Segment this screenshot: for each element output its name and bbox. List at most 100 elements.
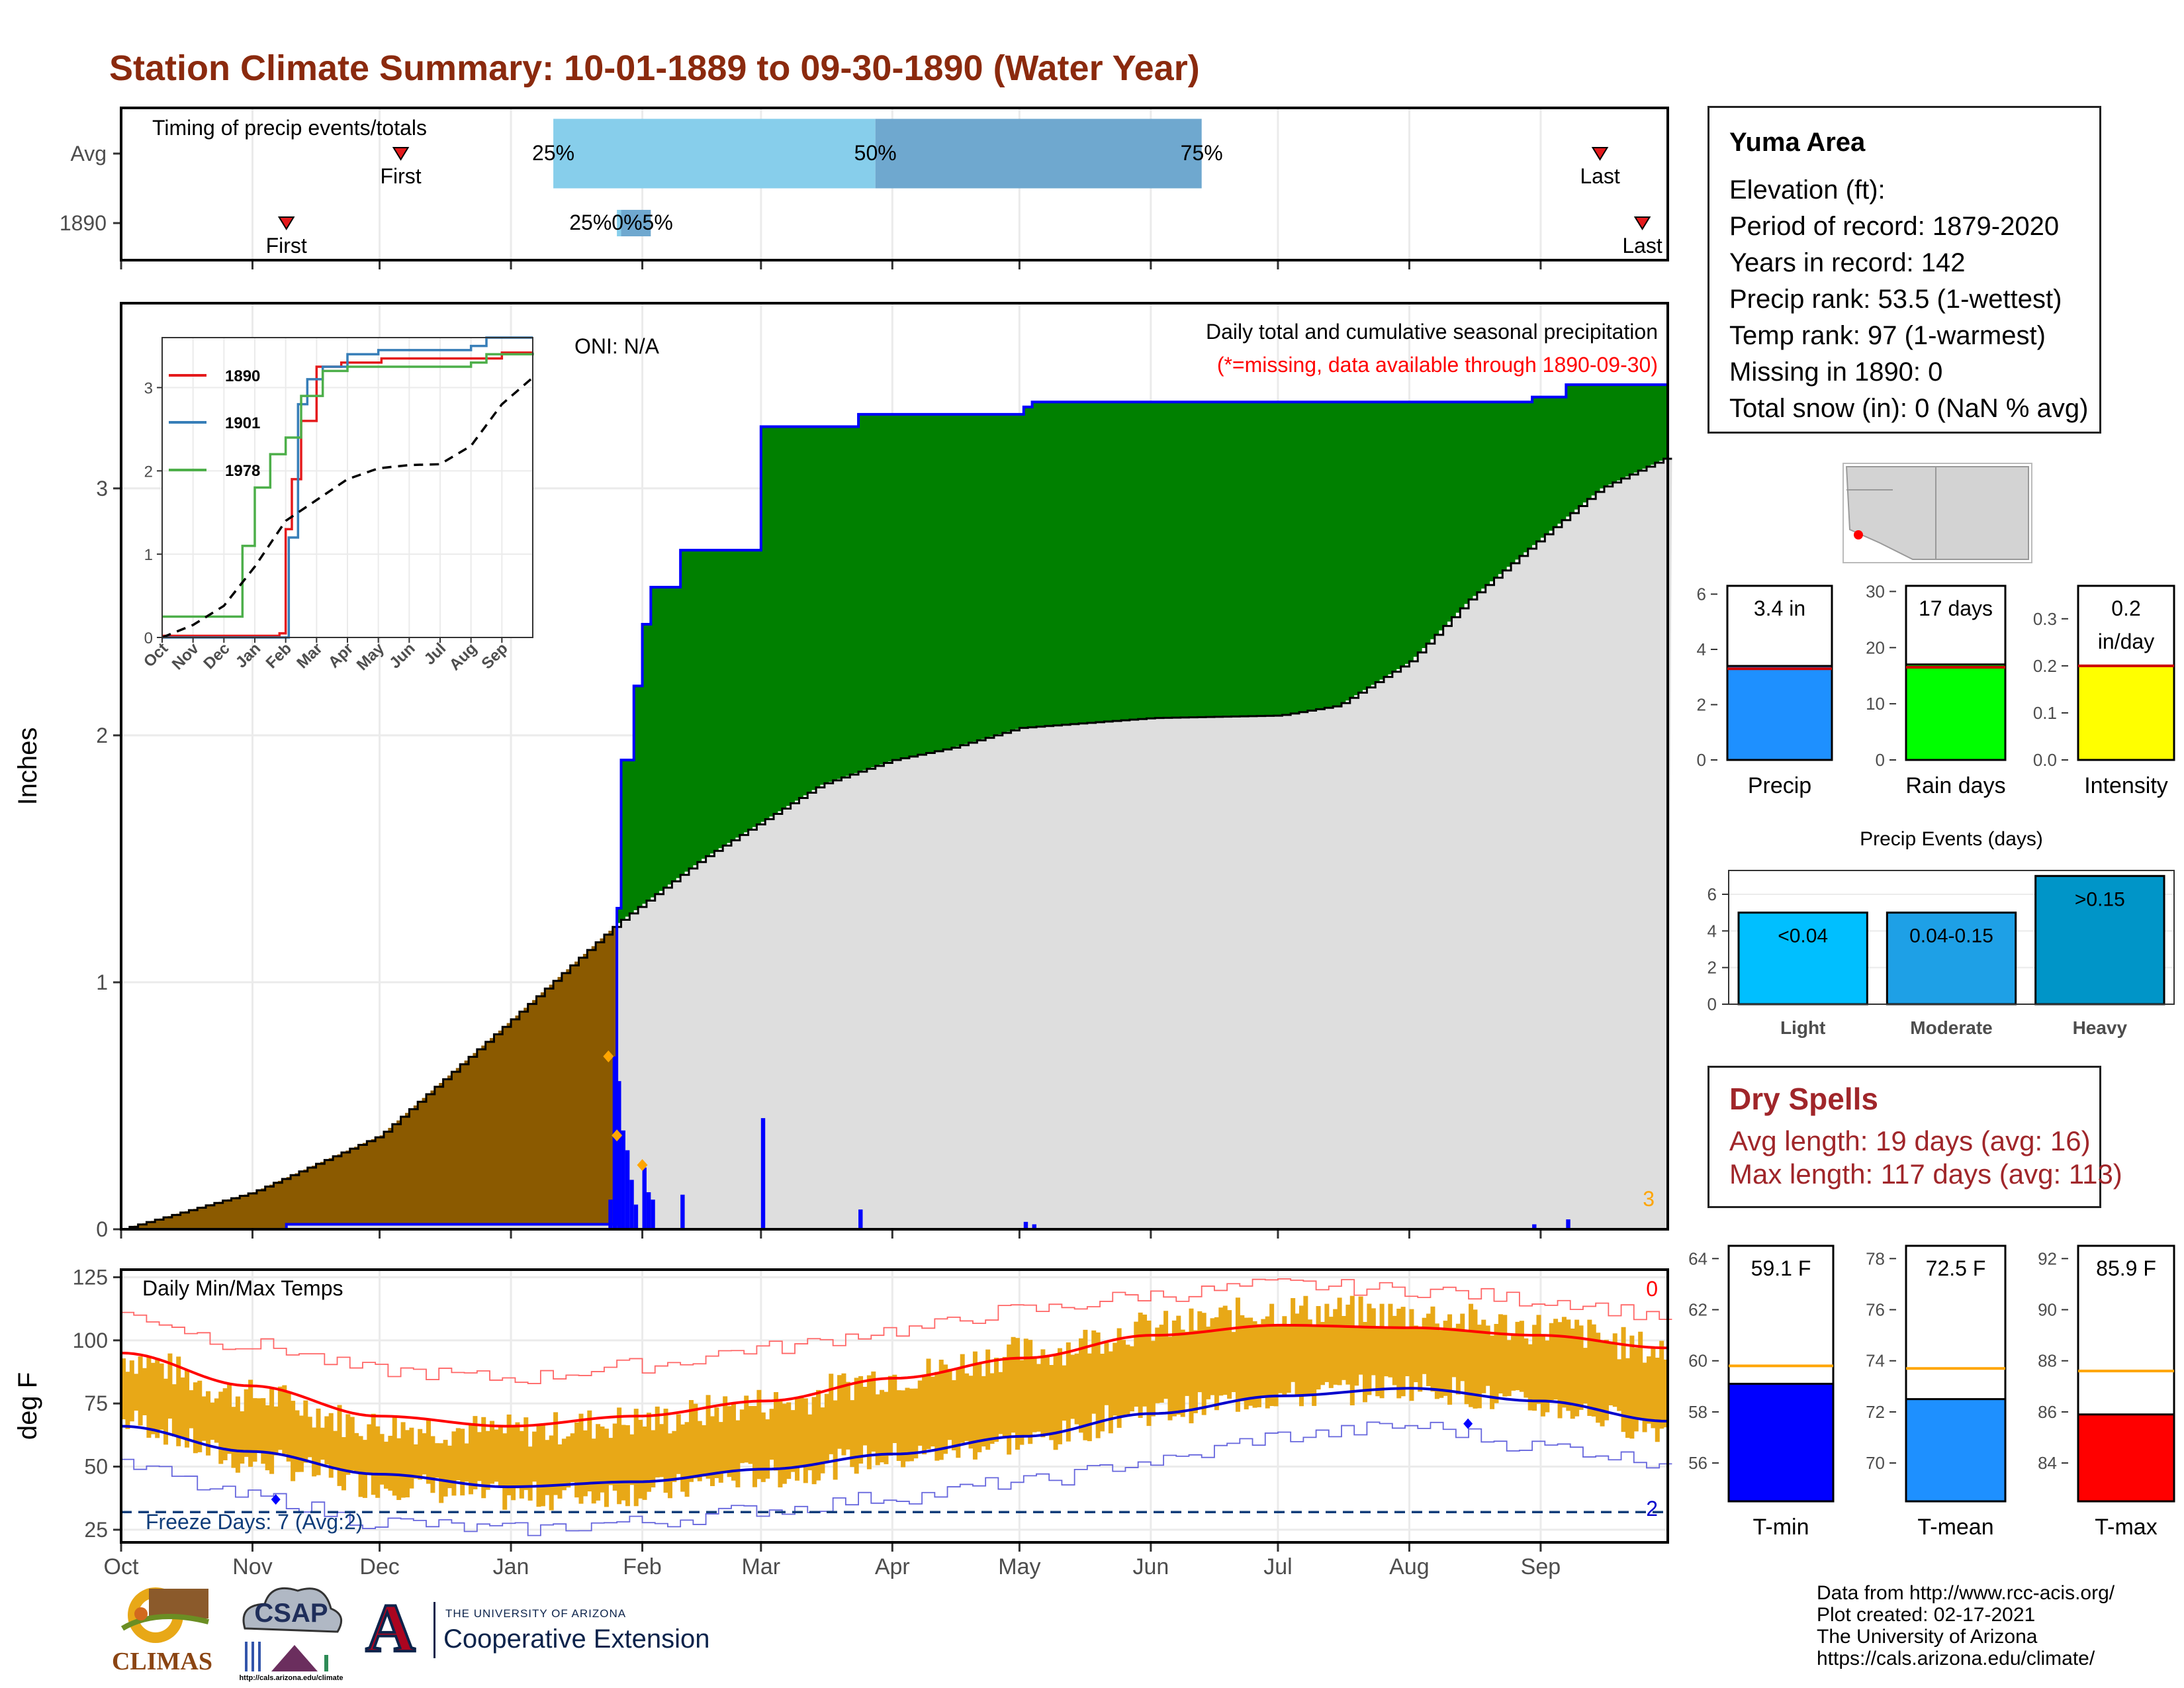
temps-title: Daily Min/Max Temps <box>142 1276 343 1300</box>
gauge-ytick-label: 90 <box>2038 1300 2057 1320</box>
station-info-box: Yuma Area Elevation (ft): Period of reco… <box>1707 106 2101 434</box>
daily-precip-bar <box>642 1167 647 1229</box>
daily-precip-bar <box>633 1204 639 1229</box>
inset-panel: 1890190119780123OctNovDecJanFebMarAprMay… <box>140 336 534 674</box>
missing-diamond-marker <box>612 1129 623 1142</box>
inset-series-line-avg <box>161 377 534 639</box>
inset-ytick-label: 0 <box>144 630 153 647</box>
temps-ytick-label: 25 <box>84 1518 108 1542</box>
gauge-ytick-label: 78 <box>1866 1248 1885 1268</box>
timing-p50-label: 50% <box>854 141 897 165</box>
inset-ytick-label: 2 <box>144 463 153 481</box>
inset-ytick-label: 1 <box>144 546 153 564</box>
daily-precip-bar <box>617 1081 621 1229</box>
csap-text: CSAP <box>254 1599 328 1628</box>
temps-ytick-label: 100 <box>73 1329 108 1352</box>
temp-diamond-marker <box>271 1494 281 1505</box>
daily-precip-bar <box>1566 1219 1570 1229</box>
timing-first-label: First <box>380 164 421 188</box>
climas-emblem <box>120 1587 209 1643</box>
events-bar <box>1886 912 2017 1006</box>
gauge-ytick-label: 2 <box>1697 695 1706 715</box>
gauge-value-unit: in/day <box>2098 630 2154 653</box>
temps-xtick-label: Apr <box>875 1554 910 1579</box>
timing-panel: Timing of precip events/totals Avg 25% 50% 7… <box>60 107 1669 269</box>
gauge-value-label: 85.9 F <box>2096 1256 2156 1280</box>
temps-xtick-label: Mar <box>742 1554 781 1579</box>
temps-xtick-label: Dec <box>359 1554 399 1579</box>
events-frame <box>1728 870 2175 1005</box>
inset-series-line-1978 <box>162 352 534 618</box>
footer-source: Data from http://www.rcc-acis.org/ <box>1817 1582 2115 1604</box>
main-ytick-label: 0 <box>96 1217 108 1241</box>
gauge-category-label: T-max <box>2095 1515 2157 1540</box>
main-ytick-label: 3 <box>96 477 108 500</box>
gauge-category-label: T-mean <box>1917 1515 1993 1540</box>
main-ytick-label: 1 <box>96 970 108 994</box>
timing-1890-pct-label: 25%0%5% <box>569 211 673 234</box>
timing-frame <box>120 107 1669 261</box>
gauge-ytick-label: 0.3 <box>2033 609 2057 629</box>
station-precip-rank: Precip rank: 53.5 (1-wettest) <box>1729 285 2062 314</box>
daily-precip-bar <box>1532 1224 1537 1229</box>
ua-divider <box>433 1602 435 1658</box>
station-years: Years in record: 142 <box>1729 248 1966 277</box>
climas-text: CLIMAS <box>111 1648 213 1675</box>
gauge-ytick-label: 0.0 <box>2033 750 2057 770</box>
temps-xtick-label: Feb <box>623 1554 662 1579</box>
temps-ylabel: deg F <box>13 1372 42 1440</box>
inset-legend-label: 1890 <box>225 367 260 385</box>
events-bar-label: <0.04 <box>1778 925 1828 947</box>
gauge-ytick-label: 62 <box>1688 1300 1707 1320</box>
gauge-ytick-label: 60 <box>1688 1351 1707 1371</box>
gauge-ytick-label: 88 <box>2038 1351 2057 1371</box>
gauge-ytick-label: 0 <box>1697 750 1706 770</box>
gauge-category-label: Intensity <box>2084 773 2168 798</box>
gauge-ytick-label: 74 <box>1866 1351 1885 1371</box>
dry-spells-title: Dry Spells <box>1729 1082 1878 1116</box>
gauge-ytick-label: 4 <box>1697 639 1706 659</box>
gauge-value-label: 17 days <box>1919 596 1993 620</box>
inset-legend-label: 1901 <box>225 414 260 432</box>
locator-map <box>1843 463 2032 563</box>
daily-precip-bar <box>612 1056 617 1229</box>
main-ylabel: Inches <box>13 727 42 806</box>
timing-bar-50-75 <box>621 210 651 236</box>
daily-precip-bar <box>1032 1224 1036 1229</box>
daily-precip-bar <box>680 1194 685 1229</box>
dry-spells-avg: Avg length: 19 days (avg: 16) <box>1729 1125 2091 1156</box>
gauge-value-label: 0.2 <box>2111 596 2140 620</box>
missing-count-label: 3 <box>1643 1187 1655 1211</box>
temps-xtick-label: May <box>998 1554 1040 1579</box>
inset-frame <box>161 337 533 638</box>
gauge-ytick-label: 64 <box>1688 1248 1707 1268</box>
temps-top-count: 0 <box>1646 1277 1658 1301</box>
temps-panel: 25 50 75 100 125 Oct Nov Dec Jan Feb Mar Apr May Jun J… <box>13 1265 1672 1579</box>
freeze-days-label: Freeze Days: 7 (Avg:2) <box>146 1510 363 1534</box>
gauge-ytick-label: 86 <box>2038 1402 2057 1422</box>
page-title: Station Climate Summary: 10-01-1889 to 0… <box>109 48 1200 88</box>
temps-xtick-label: Jun <box>1132 1554 1169 1579</box>
gauge-bar <box>2077 665 2175 761</box>
gauge-ytick-label: 58 <box>1688 1402 1707 1422</box>
main-title: Daily total and cumulative seasonal prec… <box>1206 320 1658 344</box>
inset-ytick-label: 3 <box>144 380 153 398</box>
temp-diamond-marker <box>1463 1418 1473 1429</box>
timing-row-label: 1890 <box>60 211 107 235</box>
gauge-ytick-label: 84 <box>2038 1453 2057 1473</box>
events-ytick-label: 2 <box>1707 958 1717 978</box>
gauge-rain_days: 0 10 20 30 17 days Rain days <box>1866 581 2007 798</box>
timing-title: Timing of precip events/totals <box>152 116 427 140</box>
timing-last-label: Last <box>1622 234 1662 258</box>
gauge-category-label: T-min <box>1753 1515 1809 1540</box>
missing-diamond-marker <box>637 1159 648 1172</box>
gauge-ytick-label: 76 <box>1866 1300 1885 1320</box>
gauge-tmin: 56 58 60 62 64 59.1 F T-min <box>1688 1244 1835 1540</box>
missing-diamond-marker <box>603 1050 614 1062</box>
events-bar-label: >0.15 <box>2075 888 2125 910</box>
temps-frame <box>120 1268 1669 1544</box>
gauge-ytick-label: 56 <box>1688 1453 1707 1473</box>
record-min-line <box>121 1421 1672 1536</box>
timing-bar-25-50 <box>553 118 876 189</box>
